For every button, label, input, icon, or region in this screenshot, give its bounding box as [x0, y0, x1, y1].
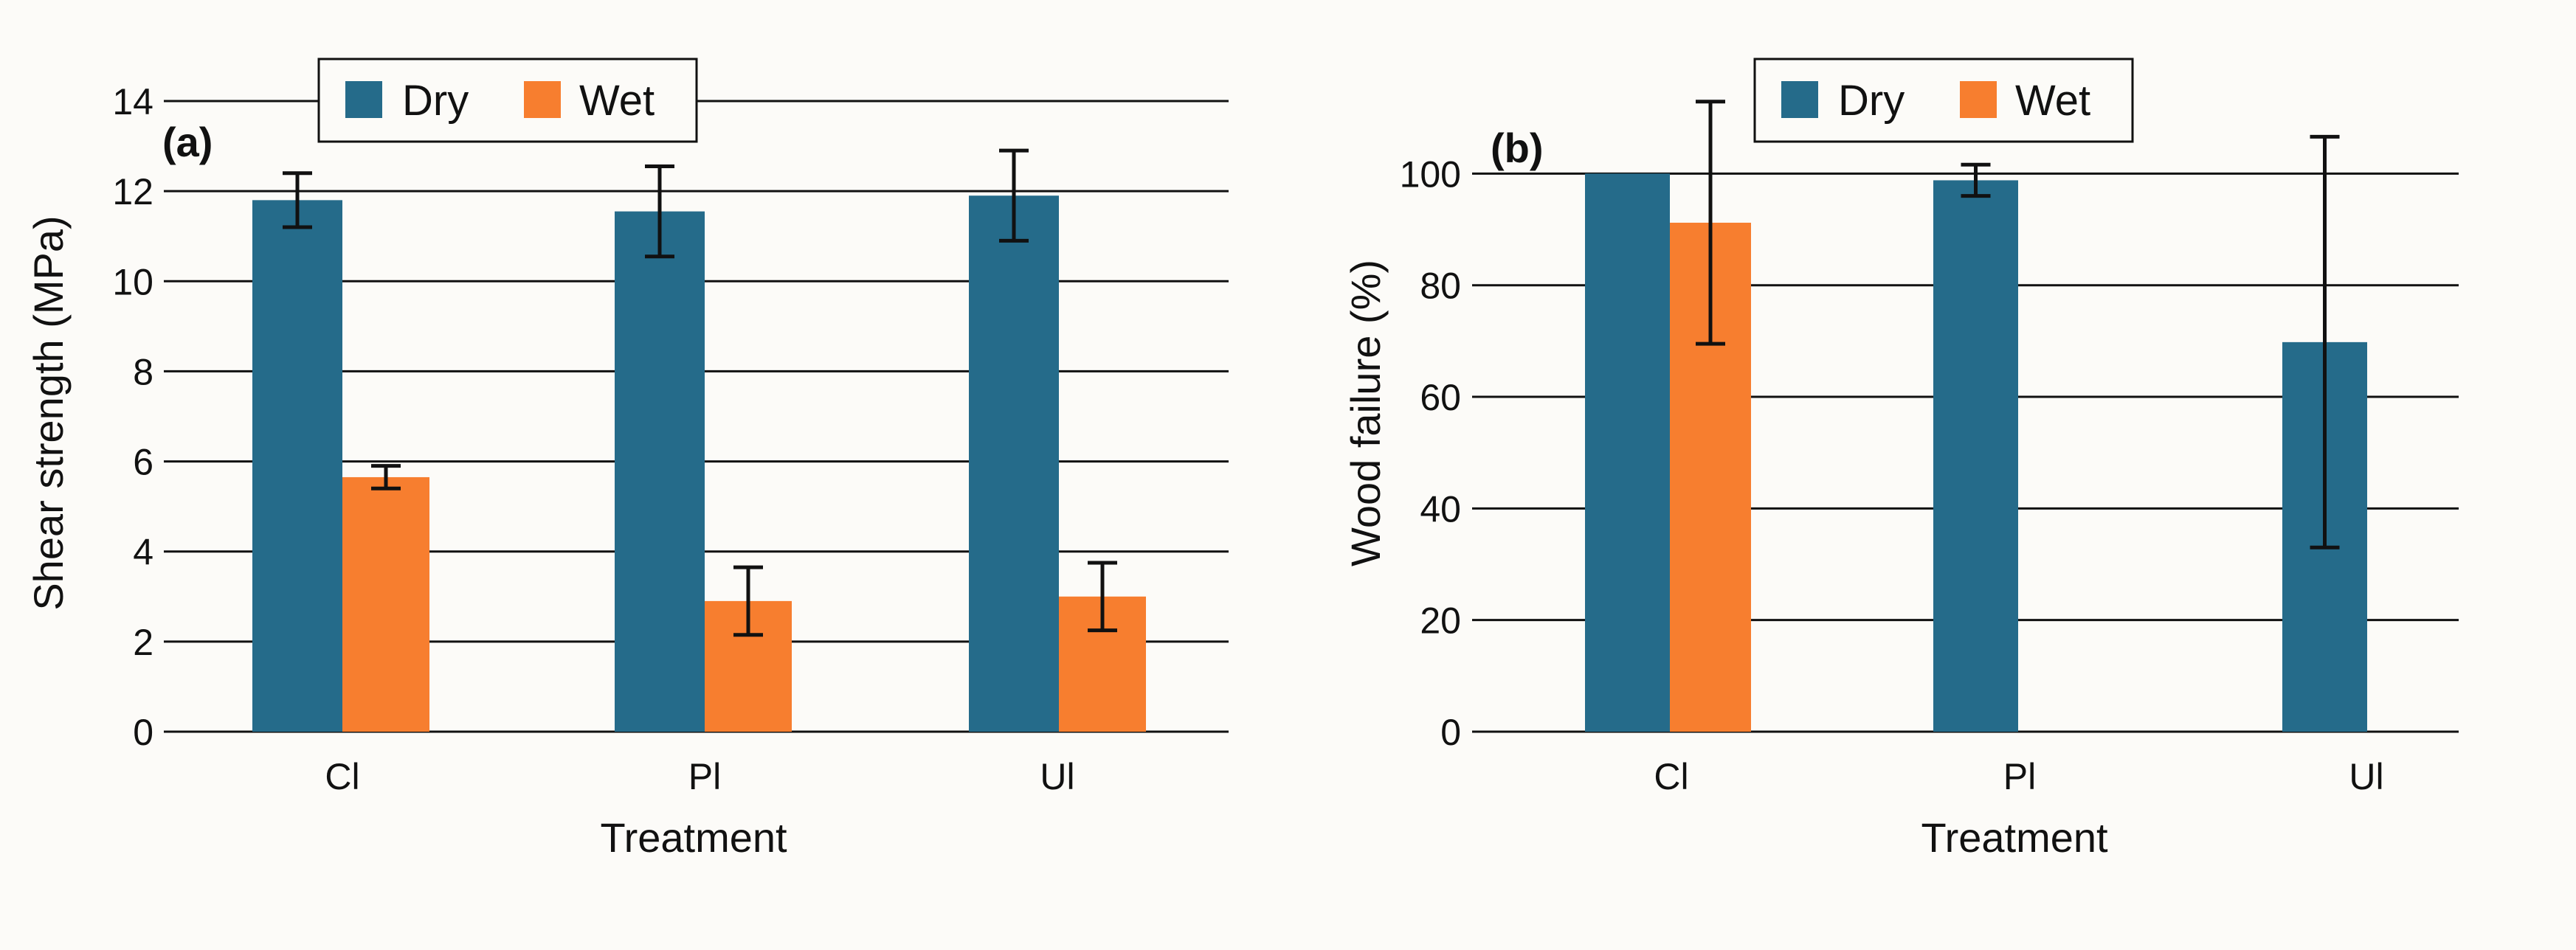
panel-a-x-tick-ul: Ul — [1040, 756, 1074, 797]
panel-b-legend-wet-swatch — [1960, 81, 1997, 118]
panel-b-error-bar-dry-ul — [2310, 134, 2340, 549]
panel-b-tick-labels: 0 20 40 60 80 100 Cl Pl Ul — [1400, 153, 2384, 797]
panel-a-legend-wet-swatch — [524, 81, 561, 118]
panel-a-y-tick-8: 8 — [133, 351, 153, 392]
panel-a-x-axis-title: Treatment — [600, 814, 787, 861]
panel-a-legend-dry-swatch — [345, 81, 382, 118]
panel-a-error-bar-dry-ul — [999, 148, 1029, 243]
panel-a-error-bars — [283, 148, 1117, 637]
panel-b-legend-dry-label: Dry — [1838, 77, 1905, 125]
panel-b-y-tick-0: 0 — [1440, 712, 1461, 753]
panel-b-y-tick-60: 60 — [1420, 377, 1461, 418]
panel-b-legend-dry-swatch — [1781, 81, 1818, 118]
panel-a-y-tick-6: 6 — [133, 442, 153, 483]
panel-b-label: (b) — [1491, 125, 1544, 171]
panel-b-wood-failure-chart: 0 20 40 60 80 100 Cl Pl Ul (b) Treatment Wood fa… — [1342, 58, 2459, 861]
panel-b-legend: Dry Wet — [1753, 58, 2134, 143]
panel-a-shear-strength-chart: 0 2 4 6 8 10 12 14 Cl Pl Ul (a) Treatment Shear st… — [25, 58, 1229, 861]
panel-b-error-bar-dry-pl — [1961, 162, 1991, 198]
panel-a-y-tick-2: 2 — [133, 622, 153, 663]
panel-a-tick-labels: 0 2 4 6 8 10 12 14 Cl Pl Ul — [112, 81, 1074, 797]
panel-b-error-bar-wet-cl — [1696, 100, 1725, 346]
panel-a-legend-dry-label: Dry — [402, 77, 469, 125]
panel-b-x-tick-ul: Ul — [2349, 756, 2383, 797]
panel-b-bars — [1585, 173, 2367, 732]
panel-a-bar-dry-pl — [615, 211, 705, 732]
panel-b-y-tick-80: 80 — [1420, 266, 1461, 307]
panel-b-y-tick-40: 40 — [1420, 488, 1461, 530]
panel-b-bar-dry-pl — [1933, 180, 2018, 732]
panel-a-error-bar-dry-pl — [645, 164, 674, 259]
panel-a-error-bar-wet-pl — [733, 565, 763, 637]
panel-a-error-bar-dry-cl — [283, 171, 312, 229]
panel-a-legend: Dry Wet — [317, 58, 698, 143]
panel-b-x-axis-title: Treatment — [1921, 814, 2108, 861]
panel-b-y-axis-title: Wood failure (%) — [1342, 260, 1389, 566]
panel-a-bar-wet-cl — [342, 476, 429, 732]
panel-b-y-tick-20: 20 — [1420, 600, 1461, 642]
panel-a-bar-dry-cl — [252, 200, 342, 732]
panel-b-y-tick-100: 100 — [1400, 153, 1461, 195]
panel-a-bars — [252, 195, 1146, 732]
panel-a-label: (a) — [162, 119, 213, 165]
panel-a-y-tick-4: 4 — [133, 532, 153, 573]
panel-a-error-bar-wet-ul — [1088, 561, 1117, 633]
panel-a-y-axis-title: Shear strength (MPa) — [25, 215, 72, 610]
panel-a-y-tick-0: 0 — [133, 712, 153, 753]
panel-a-y-tick-12: 12 — [112, 171, 153, 212]
panel-a-y-tick-10: 10 — [112, 261, 153, 302]
panel-a-y-tick-14: 14 — [112, 81, 153, 122]
panel-a-x-tick-cl: Cl — [325, 756, 359, 797]
panel-b-x-tick-cl: Cl — [1654, 756, 1688, 797]
panel-b-error-bars — [1696, 100, 2340, 549]
panel-a-x-tick-pl: Pl — [688, 756, 721, 797]
panel-b-x-tick-pl: Pl — [2003, 756, 2036, 797]
panel-a-legend-wet-label: Wet — [579, 77, 655, 125]
panel-b-bar-dry-cl — [1585, 173, 1670, 732]
panel-a-bar-dry-ul — [969, 195, 1059, 732]
panel-b-legend-wet-label: Wet — [2015, 77, 2090, 125]
panel-a-error-bar-wet-cl — [371, 464, 401, 490]
